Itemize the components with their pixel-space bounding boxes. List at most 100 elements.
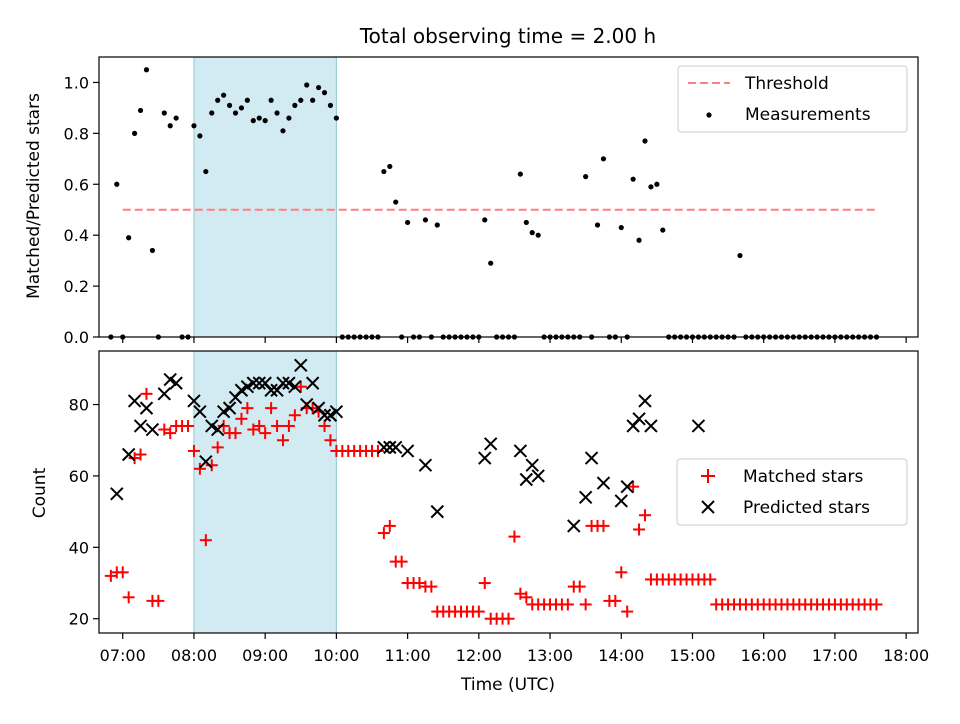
predicted-star-point	[632, 412, 646, 426]
predicted-star-point	[300, 397, 314, 412]
matched-star-point	[140, 387, 153, 400]
predicted-star-point	[620, 479, 634, 494]
matched-star-point	[122, 591, 135, 604]
measurement-point	[197, 133, 203, 139]
predicted-star-point	[638, 394, 652, 408]
matched-star-point	[870, 598, 883, 611]
predicted-star-point	[288, 379, 302, 394]
predicted-star-point	[383, 440, 397, 455]
matched-star-point	[627, 480, 640, 493]
top-highlight-span	[193, 56, 337, 338]
top-panel: 0.0 0.2 0.4 0.6 0.8 1.0 Matched/Predicted sta…	[24, 56, 919, 347]
matched-star-point	[633, 523, 646, 536]
measurement-point	[654, 181, 660, 187]
measurement-point	[226, 102, 233, 108]
matched-star-point	[561, 598, 574, 611]
x-tick-label: 17:00	[812, 646, 858, 665]
predicted-star-point	[323, 408, 338, 422]
predicted-star-point	[264, 383, 278, 397]
measurement-point	[618, 224, 624, 231]
measurement-point	[191, 123, 197, 129]
measurement-point	[262, 118, 268, 124]
matched-star-point	[520, 591, 533, 604]
measurement-point	[482, 217, 488, 223]
measurement-point	[132, 130, 138, 136]
measurement-point	[381, 168, 387, 175]
predicted-star-point	[199, 454, 213, 469]
matched-star-point	[116, 566, 129, 579]
measurement-point	[161, 110, 167, 116]
x-tick-label: 08:00	[171, 646, 217, 665]
measurement-point	[292, 102, 298, 108]
matched-star-point	[235, 412, 248, 425]
matched-star-point	[597, 519, 610, 532]
measurement-point	[126, 235, 132, 241]
measurement-point	[393, 199, 399, 205]
measurement-point	[315, 84, 322, 91]
matched-star-point	[615, 566, 628, 579]
matched-star-point	[282, 419, 295, 432]
matched-star-point	[502, 612, 515, 625]
top-panel-frame	[98, 56, 919, 338]
measurement-point	[630, 176, 636, 182]
matched-star-point	[288, 409, 301, 422]
measurement-point	[333, 115, 339, 121]
predicted-star-point	[276, 376, 290, 390]
measurement-point	[327, 102, 334, 108]
x-tick-label: 16:00	[741, 646, 787, 665]
predicted-star-point	[317, 408, 332, 422]
predicted-star-point	[282, 376, 296, 390]
matched-star-point	[609, 594, 622, 607]
top-x-ticks	[122, 337, 907, 343]
predicted-star-point	[121, 447, 136, 462]
matched-star-point	[217, 419, 230, 432]
bottom-legend-box	[676, 458, 908, 526]
measurement-point	[648, 184, 654, 190]
measurement-point	[434, 222, 440, 228]
predicted-star-point	[252, 376, 266, 390]
bottom-y-tick-label: 40	[69, 538, 89, 557]
bottom-legend: Matched stars Predicted stars	[676, 458, 908, 526]
measurement-point	[274, 110, 280, 116]
predicted-star-point	[305, 376, 320, 390]
matched-star-point	[425, 580, 438, 593]
predicted-star-point	[222, 401, 237, 415]
top-y-ticks: 0.0 0.2 0.4 0.6 0.8 1.0	[64, 73, 99, 347]
predicted-star-point	[691, 419, 706, 433]
predicted-star-point	[193, 404, 207, 419]
matched-star-point	[253, 419, 266, 432]
matched-star-point	[164, 427, 177, 440]
predicted-star-point	[145, 422, 160, 437]
x-tick-label: 18:00	[883, 646, 929, 665]
top-y-tick-label: 0.6	[64, 175, 89, 194]
predicted-star-point	[329, 404, 344, 419]
top-y-tick-label: 0.8	[64, 124, 89, 143]
matched-star-point	[324, 434, 337, 447]
x-tick-label: 11:00	[385, 646, 431, 665]
measurement-point	[642, 138, 648, 144]
matched-star-point	[377, 527, 390, 540]
measurement-point	[660, 227, 666, 233]
measurement-point	[149, 247, 156, 254]
measurement-point	[250, 118, 256, 124]
bottom-highlight-span	[193, 350, 337, 634]
predicted-star-point	[614, 494, 628, 508]
matched-star-point	[152, 594, 165, 607]
x-axis-label: Time (UTC)	[460, 675, 555, 695]
top-legend: Threshold Measurements	[677, 65, 908, 133]
legend-predicted-swatch	[701, 500, 715, 514]
predicted-star-point	[525, 458, 539, 472]
predicted-star-point	[483, 437, 498, 451]
measurement-point	[304, 82, 310, 88]
predicted-star-point	[246, 376, 261, 390]
measurement-point	[203, 168, 209, 175]
measurement-point	[167, 123, 173, 129]
measurement-point	[321, 90, 328, 96]
measurement-point	[238, 105, 245, 111]
predicted-star-point	[216, 404, 231, 419]
matched-star-point	[134, 448, 147, 461]
predicted-star-point	[418, 458, 433, 472]
predicted-star-point	[133, 419, 148, 433]
matched-star-point	[294, 380, 307, 393]
